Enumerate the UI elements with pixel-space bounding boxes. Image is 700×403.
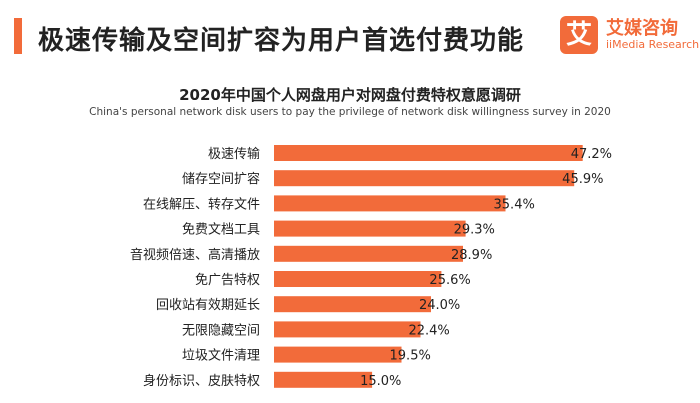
value-label: 35.4%: [494, 197, 535, 212]
category-label: 极速传输: [208, 146, 260, 162]
chart-title: 2020年中国个人网盘用户对网盘付费特权意愿调研: [179, 86, 521, 104]
bar: [274, 296, 431, 313]
bar: [274, 346, 402, 363]
value-label: 47.2%: [571, 147, 612, 162]
logo-mark-icon: 艾: [560, 16, 598, 54]
bar: [274, 271, 442, 287]
bar: [274, 245, 463, 262]
value-label: 25.6%: [429, 273, 470, 288]
category-label: 储存空间扩容: [182, 171, 260, 187]
bar: [274, 145, 583, 161]
category-label: 身份标识、皮肤特权: [143, 373, 260, 389]
category-label: 免费文档工具: [182, 223, 260, 238]
title-accent-bar: [14, 18, 22, 54]
value-label: 22.4%: [408, 323, 449, 338]
chart-subtitle: China's personal network disk users to p…: [89, 106, 611, 118]
logo-name-en: iiMedia Research: [606, 38, 700, 51]
category-label: 免广告特权: [195, 272, 260, 288]
page-title: 极速传输及空间扩容为用户首选付费功能: [38, 26, 525, 56]
bar: [274, 321, 421, 338]
category-label: 垃圾文件清理: [182, 349, 260, 364]
bar: [274, 170, 575, 187]
value-label: 28.9%: [451, 248, 492, 263]
value-label: 29.3%: [454, 223, 495, 238]
value-label: 15.0%: [360, 374, 401, 389]
bar: [274, 371, 373, 388]
bar: [274, 220, 466, 237]
value-label: 24.0%: [419, 298, 460, 313]
category-label: 回收站有效期延长: [156, 298, 260, 313]
bar: [274, 195, 506, 212]
value-label: 19.5%: [390, 349, 431, 364]
header: 极速传输及空间扩容为用户首选付费功能: [0, 0, 700, 72]
brand-logo: 艾 艾媒咨询 iiMedia Research: [560, 16, 700, 60]
category-label: 在线解压、转存文件: [143, 197, 260, 212]
category-label: 音视频倍速、高清播放: [130, 247, 260, 263]
value-label: 45.9%: [562, 172, 603, 187]
logo-name-cn: 艾媒咨询: [606, 18, 678, 39]
category-label: 无限隐藏空间: [182, 323, 260, 338]
